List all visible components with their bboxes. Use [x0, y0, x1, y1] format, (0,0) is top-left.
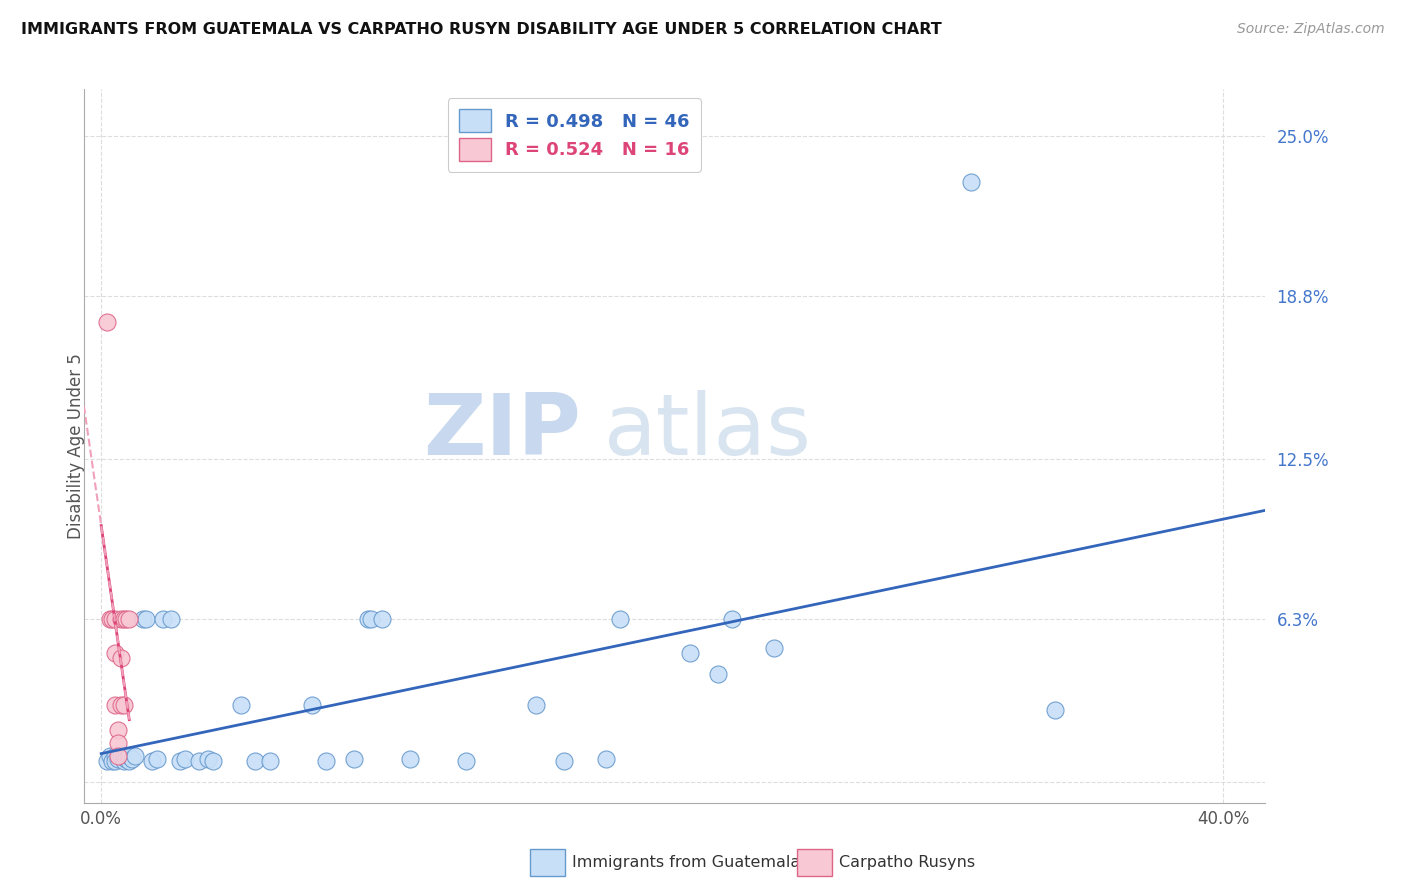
Point — [231, 698, 253, 712]
Point — [124, 749, 146, 764]
Point — [110, 749, 132, 764]
Point — [121, 752, 143, 766]
Point — [107, 749, 129, 764]
Point — [595, 752, 617, 766]
Text: Immigrants from Guatemala: Immigrants from Guatemala — [572, 855, 800, 870]
Point — [104, 749, 127, 764]
Point — [245, 755, 267, 769]
Point — [104, 646, 127, 660]
Text: Source: ZipAtlas.com: Source: ZipAtlas.com — [1237, 22, 1385, 37]
Point — [169, 755, 191, 769]
Text: atlas: atlas — [605, 390, 813, 474]
Point — [141, 755, 163, 769]
Point — [343, 752, 366, 766]
Point — [107, 736, 129, 750]
Point — [1043, 703, 1066, 717]
Point — [188, 755, 211, 769]
Point — [96, 755, 118, 769]
Point — [104, 755, 127, 769]
Point — [110, 651, 132, 665]
Point — [197, 752, 219, 766]
Point — [370, 612, 392, 626]
Point — [115, 752, 138, 766]
Point — [259, 755, 281, 769]
Text: IMMIGRANTS FROM GUATEMALA VS CARPATHO RUSYN DISABILITY AGE UNDER 5 CORRELATION C: IMMIGRANTS FROM GUATEMALA VS CARPATHO RU… — [21, 22, 942, 37]
Point — [118, 612, 141, 626]
Point — [135, 612, 157, 626]
Point — [112, 612, 135, 626]
Point — [524, 698, 547, 712]
Point — [360, 612, 382, 626]
Point — [118, 749, 141, 764]
Point — [553, 755, 575, 769]
Y-axis label: Disability Age Under 5: Disability Age Under 5 — [67, 353, 84, 539]
Point — [609, 612, 631, 626]
Point — [315, 755, 337, 769]
Point — [301, 698, 323, 712]
Point — [101, 755, 124, 769]
Text: Carpatho Rusyns: Carpatho Rusyns — [839, 855, 976, 870]
Point — [110, 698, 132, 712]
Point — [112, 698, 135, 712]
Point — [110, 612, 132, 626]
Point — [721, 612, 744, 626]
Point — [98, 749, 121, 764]
Point — [202, 755, 225, 769]
Point — [959, 175, 981, 189]
Point — [104, 698, 127, 712]
Text: ZIP: ZIP — [423, 390, 581, 474]
Legend: R = 0.498   N = 46, R = 0.524   N = 16: R = 0.498 N = 46, R = 0.524 N = 16 — [447, 98, 700, 172]
Point — [679, 646, 702, 660]
Point — [160, 612, 183, 626]
Point — [107, 752, 129, 766]
Point — [763, 640, 786, 655]
Point — [152, 612, 174, 626]
Point — [707, 666, 730, 681]
Point — [118, 755, 141, 769]
Point — [98, 612, 121, 626]
Point — [357, 612, 380, 626]
Point — [104, 612, 127, 626]
Point — [115, 612, 138, 626]
Point — [454, 755, 477, 769]
Point — [174, 752, 197, 766]
Point — [112, 755, 135, 769]
Point — [96, 315, 118, 329]
Point — [107, 723, 129, 738]
Point — [398, 752, 420, 766]
Point — [112, 749, 135, 764]
Point — [101, 612, 124, 626]
Point — [146, 752, 169, 766]
Point — [132, 612, 155, 626]
